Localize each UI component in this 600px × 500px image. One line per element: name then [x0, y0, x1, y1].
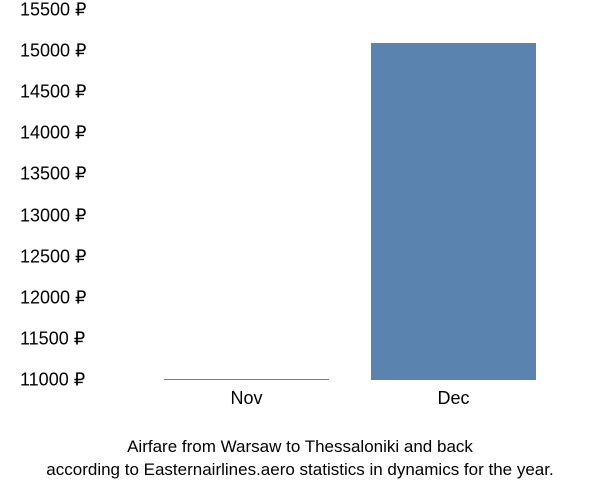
y-tick-label: 12500 ₽: [20, 246, 115, 267]
y-tick-label: 12000 ₽: [20, 287, 115, 308]
y-tick-label: 11000 ₽: [20, 370, 115, 391]
y-tick-label: 13500 ₽: [20, 164, 115, 185]
bar-dec: [371, 43, 537, 380]
y-tick-label: 14500 ₽: [20, 82, 115, 103]
y-tick-label: 14000 ₽: [20, 123, 115, 144]
chart-caption: Airfare from Warsaw to Thessaloniki and …: [0, 436, 600, 482]
y-tick-label: 13000 ₽: [20, 205, 115, 226]
y-tick-label: 15500 ₽: [20, 0, 115, 21]
caption-line-2: according to Easternairlines.aero statis…: [46, 460, 553, 479]
bar-nov: [164, 379, 330, 380]
x-tick-label-nov: Nov: [230, 388, 262, 409]
x-tick-label-dec: Dec: [437, 388, 469, 409]
caption-line-1: Airfare from Warsaw to Thessaloniki and …: [127, 437, 473, 456]
y-tick-label: 11500 ₽: [20, 328, 115, 349]
y-tick-label: 15000 ₽: [20, 41, 115, 62]
plot-area: [120, 10, 580, 380]
airfare-bar-chart: 11000 ₽ 11500 ₽ 12000 ₽ 12500 ₽ 13000 ₽ 13500…: [20, 10, 580, 420]
